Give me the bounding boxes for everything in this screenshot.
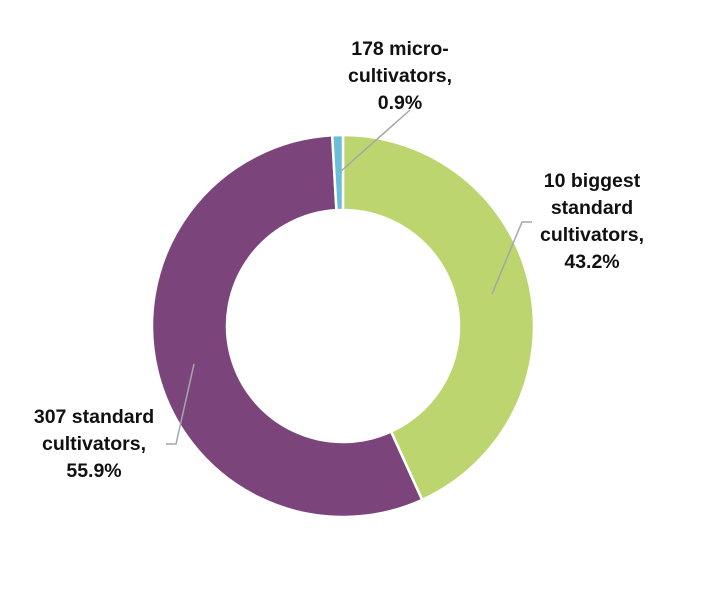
- leader-line-green: [491, 221, 532, 295]
- slice-178-micro-cultivators: [330, 133, 345, 212]
- label-line: cultivators,: [539, 224, 645, 246]
- label-standard-cultivators: 307 standard cultivators, 55.9%: [24, 404, 164, 485]
- slice-307-standard-cultivators: [150, 133, 424, 519]
- label-line: cultivators,: [41, 433, 147, 455]
- label-line: 178 micro-: [351, 38, 449, 60]
- slice-10-biggest-standard-cultivators: [341, 133, 536, 502]
- label-micro-cultivators: 178 micro- cultivators, 0.9%: [330, 36, 470, 117]
- leader-line-purple: [166, 363, 195, 445]
- label-line: standard: [550, 197, 634, 219]
- label-line: 43.2%: [564, 251, 620, 273]
- label-line: 307 standard: [33, 406, 155, 428]
- doughnut-slices: [150, 133, 536, 519]
- label-line: 10 biggest: [543, 170, 641, 192]
- label-line: 55.9%: [66, 460, 122, 482]
- label-line: cultivators,: [347, 65, 453, 87]
- leader-line-blue: [339, 109, 411, 173]
- label-biggest-standard-cultivators: 10 biggest standard cultivators, 43.2%: [530, 168, 654, 276]
- leader-lines: [166, 109, 532, 445]
- label-line: 0.9%: [377, 92, 423, 114]
